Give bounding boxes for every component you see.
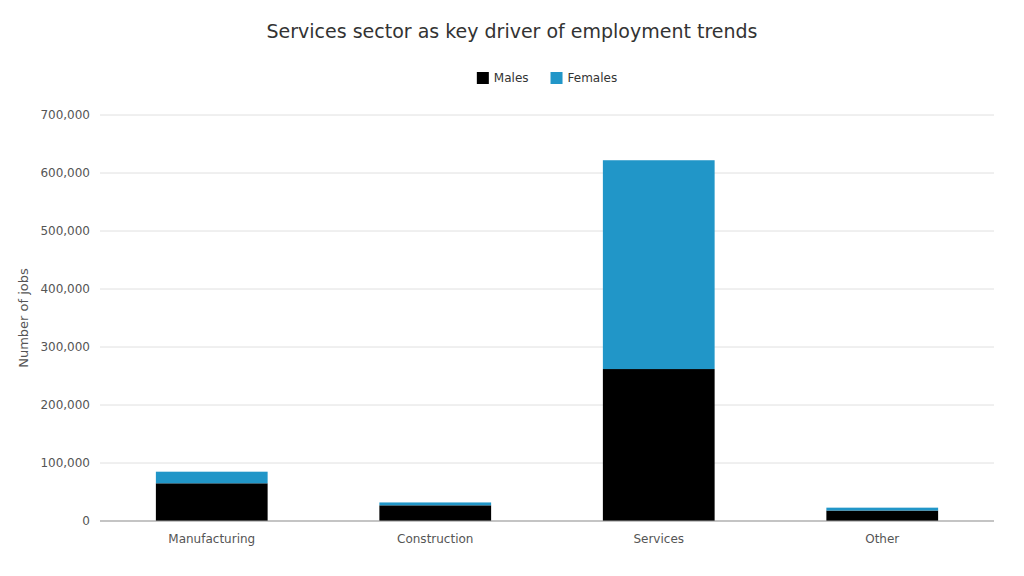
grid-line [100, 347, 994, 348]
legend-label: Females [568, 71, 618, 85]
y-tick-label: 600,000 [40, 166, 90, 180]
legend-swatch [477, 72, 489, 84]
grid-line [100, 115, 994, 116]
page: {"chart_data": {"type": "bar", "stacked"… [0, 0, 1024, 576]
x-tick-label: Manufacturing [168, 532, 255, 546]
y-tick-label: 300,000 [40, 340, 90, 354]
grid [100, 115, 994, 521]
x-tick-label: Other [865, 532, 899, 546]
bar [156, 472, 268, 484]
legend-label: Males [494, 71, 529, 85]
title: Services sector as key driver of employm… [267, 20, 758, 42]
grid-line [100, 405, 994, 406]
bar [603, 369, 715, 521]
bars [156, 160, 938, 521]
y-tick-label: 100,000 [40, 456, 90, 470]
bar [826, 508, 938, 511]
y-ticks: 0 100,000 200,000 300,000 400,000 500,000 600,… [40, 108, 90, 528]
legend-item: Males [477, 71, 529, 85]
y-tick-label: 500,000 [40, 224, 90, 238]
grid-line [100, 289, 994, 290]
y-tick-label: 200,000 [40, 398, 90, 412]
x-tick-label: Construction [397, 532, 473, 546]
y-tick-label: 0 [82, 514, 90, 528]
bar [379, 505, 491, 521]
legend: Males Females [477, 71, 617, 85]
legend-item: Females [551, 71, 618, 85]
bar [603, 160, 715, 369]
grid-line [100, 521, 994, 522]
y-axis-label: Number of jobs [16, 268, 31, 368]
x-axis-line [100, 521, 994, 522]
grid-line [100, 173, 994, 174]
x-tick-label: Services [633, 532, 684, 546]
y-tick-label: 400,000 [40, 282, 90, 296]
x-ticks: Manufacturing Construction Services Other [168, 532, 899, 546]
chart: 0 100,000 200,000 300,000 400,000 500,000 600,… [0, 0, 1024, 576]
grid-line [100, 463, 994, 464]
bar [826, 511, 938, 521]
grid-line [100, 231, 994, 232]
bar [156, 483, 268, 521]
bar [379, 502, 491, 505]
legend-swatch [551, 72, 563, 84]
y-tick-label: 700,000 [40, 108, 90, 122]
